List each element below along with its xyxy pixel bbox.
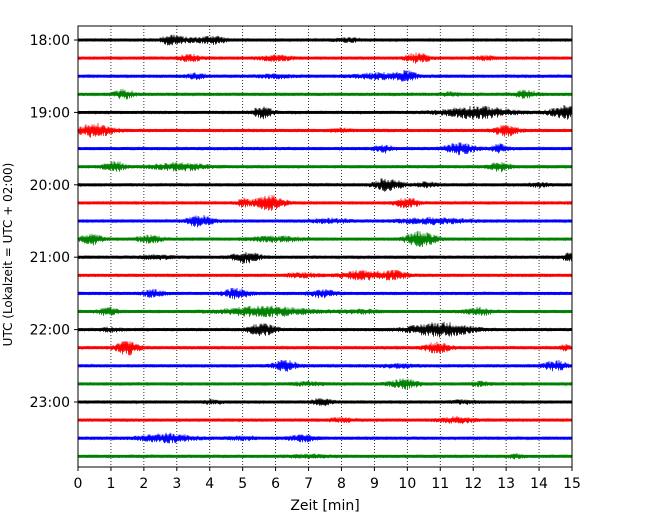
trace-signal — [77, 70, 573, 82]
trace-signal — [77, 378, 573, 390]
seismogram-traces — [77, 34, 573, 460]
x-tick-label: 11 — [431, 476, 449, 492]
trace-signal — [77, 123, 573, 138]
trace-signal — [77, 160, 573, 173]
x-tick-label: 12 — [464, 476, 482, 492]
trace-signal — [77, 230, 573, 247]
x-tick-label: 7 — [304, 476, 313, 492]
trace-signal — [77, 397, 573, 407]
trace-1845 — [77, 88, 573, 100]
trace-2000 — [77, 178, 573, 192]
x-tick-label: 3 — [172, 476, 181, 492]
plot-frame — [77, 25, 573, 468]
x-axis-ticks: 0 1 2 3 4 5 6 7 8 9 10 11 12 13 14 15 — [74, 467, 581, 492]
y-tick-label: 21:00 — [30, 250, 70, 266]
y-axis-ticks: 18:00 19:00 20:00 21:00 22:00 23:00 — [30, 33, 78, 411]
x-tick-label: 5 — [238, 476, 247, 492]
trace-signal — [77, 88, 573, 100]
x-tick-label: 15 — [563, 476, 581, 492]
trace-2015 — [77, 195, 573, 211]
trace-2130 — [77, 287, 573, 300]
x-tick-label: 2 — [139, 476, 148, 492]
trace-signal — [77, 105, 573, 120]
trace-signal — [77, 415, 573, 424]
trace-signal — [77, 360, 573, 372]
y-tick-label: 23:00 — [30, 395, 70, 411]
trace-signal — [77, 341, 573, 356]
trace-signal — [77, 251, 573, 264]
trace-signal — [77, 305, 573, 318]
trace-signal — [77, 321, 573, 338]
trace-signal — [77, 432, 573, 444]
x-tick-label: 10 — [398, 476, 416, 492]
trace-2300 — [77, 397, 573, 407]
y-tick-label: 19:00 — [30, 105, 70, 121]
trace-signal — [77, 452, 573, 460]
x-tick-label: 0 — [74, 476, 83, 492]
trace-1915 — [77, 123, 573, 138]
x-tick-label: 8 — [337, 476, 346, 492]
y-tick-label: 20:00 — [30, 178, 70, 194]
y-axis-label: UTC (Lokalzeit = UTC + 02:00) — [1, 163, 15, 347]
trace-2245 — [77, 378, 573, 390]
trace-1815 — [77, 52, 573, 64]
trace-2045 — [77, 230, 573, 247]
y-tick-label: 22:00 — [30, 323, 70, 339]
trace-2315 — [77, 415, 573, 424]
x-tick-label: 4 — [205, 476, 214, 492]
trace-signal — [77, 269, 573, 281]
x-axis-label: Zeit [min] — [290, 498, 359, 514]
y-tick-label: 18:00 — [30, 33, 70, 49]
x-tick-label: 13 — [497, 476, 515, 492]
trace-1930 — [77, 142, 573, 156]
trace-signal — [77, 287, 573, 300]
trace-2200 — [77, 321, 573, 338]
trace-2145 — [77, 305, 573, 318]
trace-2030 — [77, 214, 573, 228]
trace-signal — [77, 52, 573, 64]
trace-1800 — [77, 34, 573, 46]
trace-2345 — [77, 452, 573, 460]
x-tick-label: 9 — [370, 476, 379, 492]
x-tick-label: 1 — [106, 476, 115, 492]
trace-2215 — [77, 341, 573, 356]
x-tick-label: 14 — [530, 476, 548, 492]
trace-signal — [77, 178, 573, 192]
trace-2230 — [77, 360, 573, 372]
trace-1945 — [77, 160, 573, 173]
trace-2115 — [77, 269, 573, 281]
x-tick-label: 6 — [271, 476, 280, 492]
trace-2100 — [77, 251, 573, 264]
trace-signal — [77, 214, 573, 228]
trace-signal — [77, 195, 573, 211]
trace-1900 — [77, 105, 573, 120]
trace-1830 — [77, 70, 573, 82]
trace-signal — [77, 34, 573, 46]
trace-signal — [77, 142, 573, 156]
trace-2330 — [77, 432, 573, 444]
